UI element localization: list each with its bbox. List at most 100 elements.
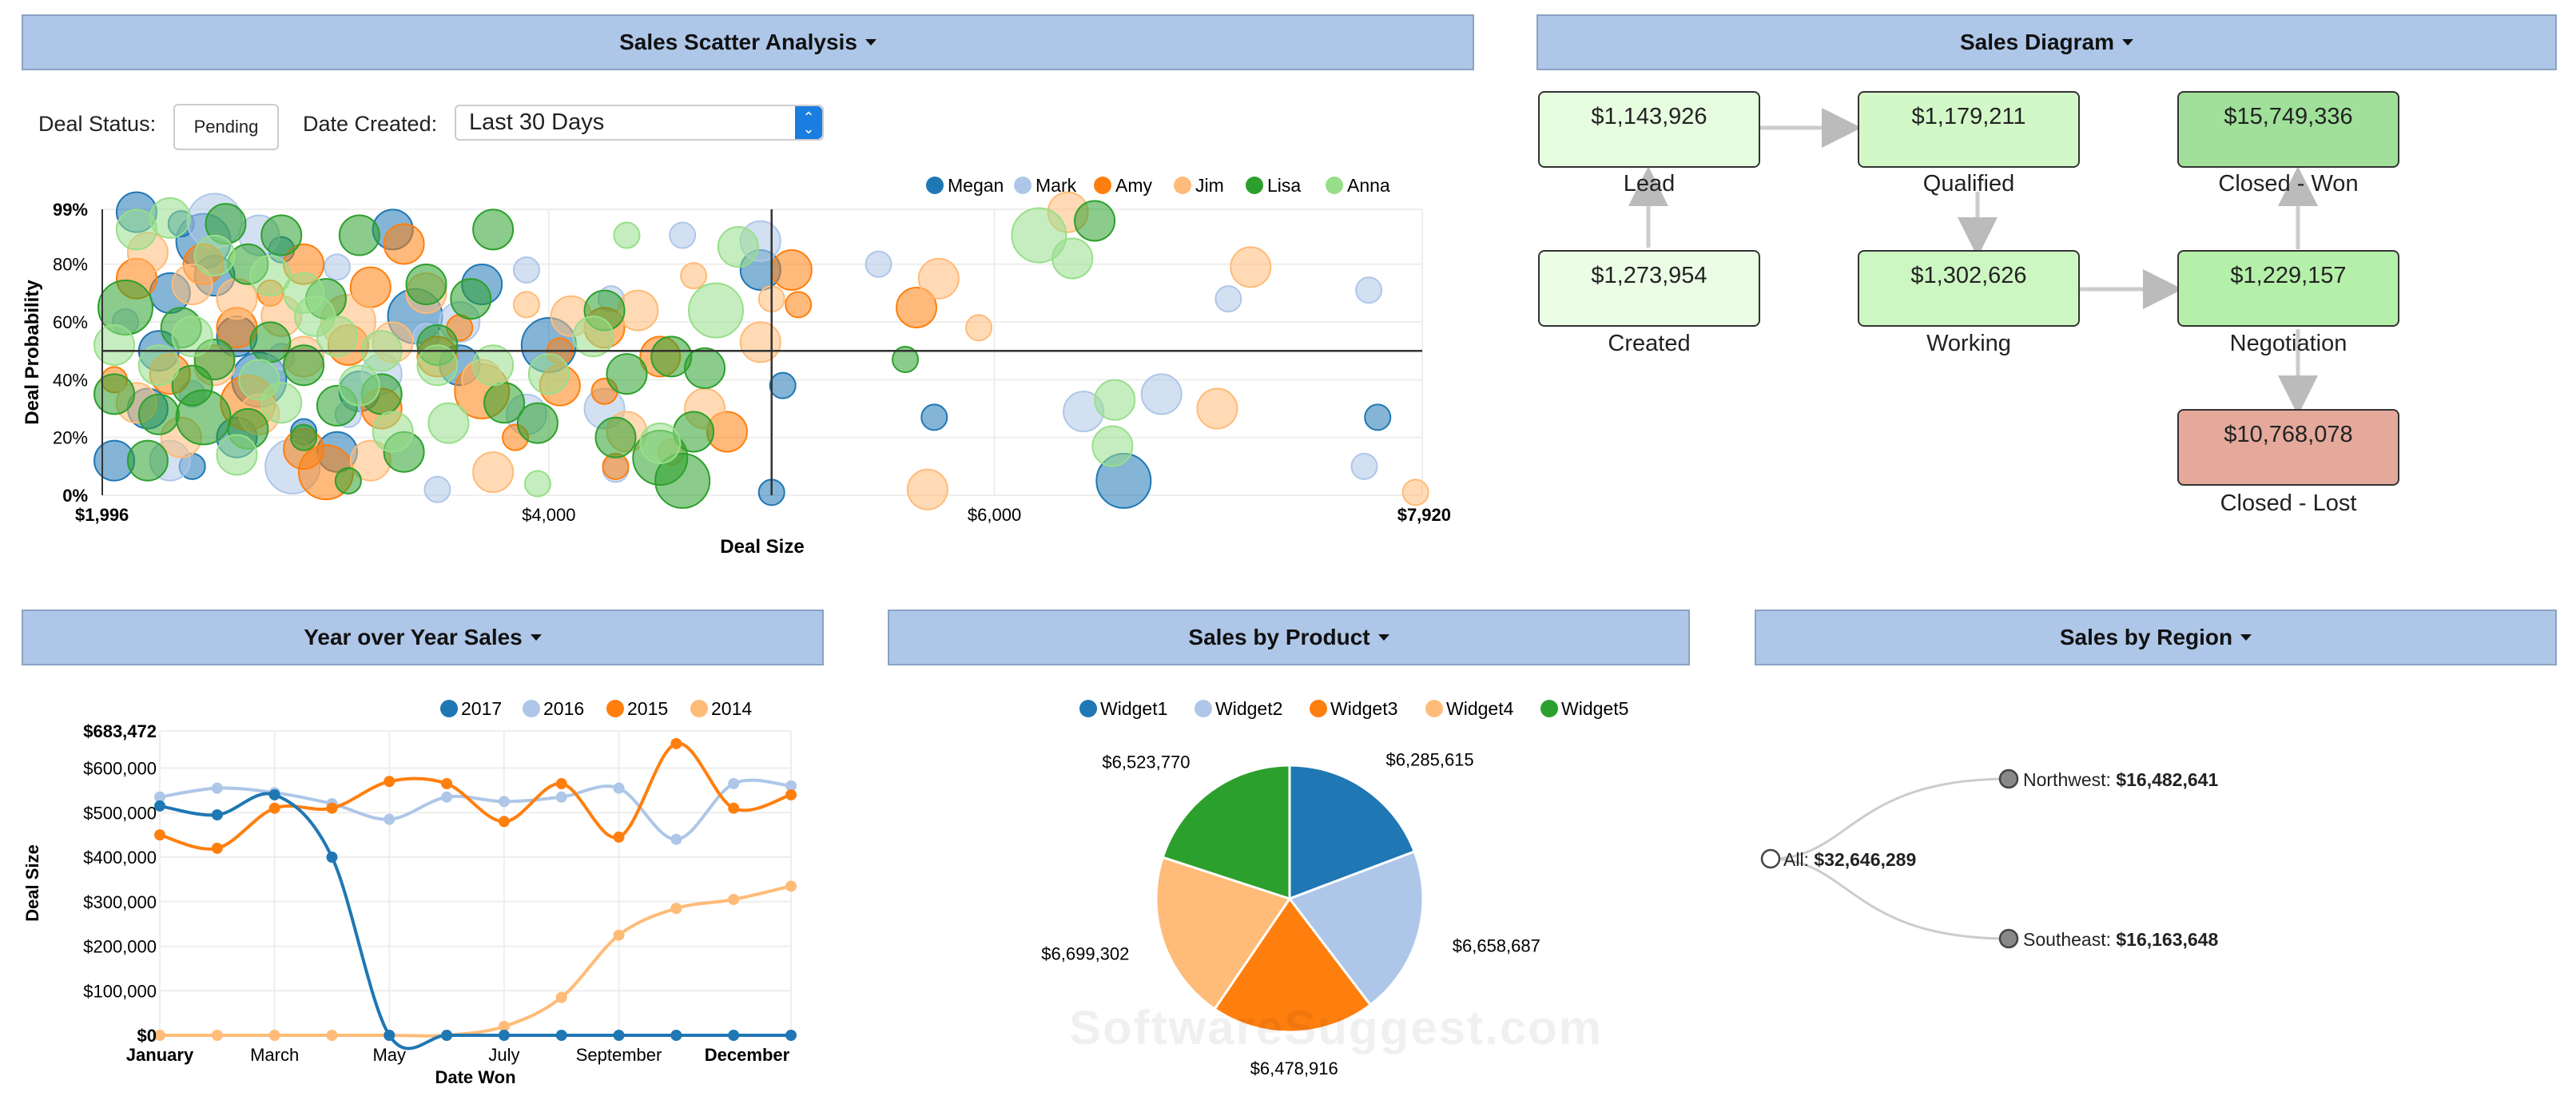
scatter-chart: 0% 20% 40% 60% 80% 99% $1,996 $4,000 $6,000 $7,92… [22, 175, 1451, 558]
yoy-point-2016 [211, 782, 223, 794]
legend-dot-widget5 [1540, 700, 1558, 717]
yoy-x-tick: May [372, 1045, 406, 1065]
scatter-point-mark [669, 221, 697, 249]
region-root-node[interactable] [1760, 848, 1781, 869]
node-working-value: $1,302,626 [1910, 263, 2027, 288]
scatter-point-megan [769, 371, 797, 399]
region-root-value: $32,646,289 [1814, 849, 1916, 870]
yoy-x-tick: January [126, 1045, 194, 1065]
scatter-point-anna [260, 382, 303, 424]
legend-label-mark: Mark [1036, 175, 1077, 196]
scatter-point-jim [1230, 246, 1272, 288]
legend-dot-widget1 [1079, 700, 1097, 717]
node-negotiation-value: $1,229,157 [2230, 263, 2347, 288]
node-negotiation[interactable]: $1,229,157 [2177, 250, 2399, 327]
legend-label-megan: Megan [948, 175, 1004, 196]
node-lost-label: Closed - Lost [2220, 490, 2357, 516]
scatter-point-anna [249, 255, 292, 297]
yoy-point-2014 [613, 929, 625, 941]
date-created-select[interactable]: Last 30 Days ⌃ ⌄ [455, 105, 824, 141]
scatter-point-lisa [654, 452, 711, 509]
pie-label-widget4: $6,699,302 [1041, 944, 1129, 964]
scatter-y-tick: 99% [53, 200, 88, 220]
node-lead[interactable]: $1,143,926 [1538, 91, 1760, 168]
scatter-point-lisa [516, 402, 559, 444]
product-panel-header[interactable]: Sales by Product [888, 610, 1690, 665]
scatter-point-anna [93, 324, 136, 366]
diagram-arrows [1628, 108, 2318, 415]
scatter-point-lisa [472, 208, 515, 251]
scatter-point-lisa [405, 264, 447, 306]
node-won-value: $15,749,336 [2224, 104, 2353, 129]
legend-label-widget2: Widget2 [1215, 698, 1282, 719]
scatter-title: Sales Scatter Analysis [619, 30, 857, 54]
yoy-y-tick: $100,000 [83, 981, 157, 1001]
yoy-point-2014 [326, 1030, 338, 1041]
node-won[interactable]: $15,749,336 [2177, 91, 2399, 168]
pie-label-widget5: $6,523,770 [1102, 752, 1190, 772]
scatter-point-lisa [290, 423, 318, 451]
yoy-x-tick: July [488, 1045, 519, 1065]
node-working[interactable]: $1,302,626 [1858, 250, 2080, 327]
scatter-point-lisa [283, 344, 325, 387]
legend-label-widget3: Widget3 [1330, 698, 1397, 719]
scatter-panel-header[interactable]: Sales Scatter Analysis [22, 14, 1474, 70]
node-working-label: Working [1926, 331, 2011, 356]
scatter-x-tick: $7,920 [1397, 505, 1451, 525]
scatter-point-anna [523, 470, 551, 498]
scatter-point-lisa [260, 214, 303, 256]
node-created[interactable]: $1,273,954 [1538, 250, 1760, 327]
region-link-northwest [1770, 777, 2010, 860]
yoy-point-2015 [613, 831, 625, 843]
legend-dot-lisa [1246, 177, 1263, 194]
yoy-point-2015 [498, 816, 510, 828]
yoy-point-2017 [498, 1030, 510, 1041]
yoy-y-tick: $300,000 [83, 892, 157, 912]
yoy-point-2014 [268, 1030, 280, 1041]
scatter-point-anna [193, 234, 236, 276]
pie-label-widget3: $6,478,916 [1250, 1058, 1338, 1078]
region-southeast-label-text: Southeast: [2023, 929, 2111, 950]
scatter-point-lisa [93, 373, 136, 415]
scatter-point-anna [1051, 237, 1094, 280]
scatter-point-amy [785, 291, 813, 319]
legend-dot-widget3 [1310, 700, 1327, 717]
scatter-point-anna [149, 197, 191, 239]
node-qualified-label: Qualified [1922, 171, 2015, 197]
scatter-point-mark [1355, 276, 1383, 304]
yoy-point-2016 [555, 791, 567, 803]
scatter-point-jim [512, 291, 540, 319]
region-southeast-node[interactable] [1998, 928, 2019, 949]
scatter-point-anna [572, 316, 614, 358]
legend-label-widget4: Widget4 [1446, 698, 1514, 719]
scatter-point-lisa [171, 364, 213, 407]
yoy-panel-header[interactable]: Year over Year Sales [22, 610, 824, 665]
diagram-panel-header[interactable]: Sales Diagram [1536, 14, 2557, 70]
product-title: Sales by Product [1188, 625, 1370, 649]
chevron-down-icon [1377, 634, 1389, 641]
scatter-point-lisa [334, 467, 362, 494]
yoy-point-2016 [441, 791, 453, 803]
scatter-point-megan [920, 403, 948, 431]
yoy-point-2015 [211, 842, 223, 854]
node-qualified[interactable]: $1,179,211 [1858, 91, 2080, 168]
pie-slice-widget1 [1288, 764, 1417, 901]
scatter-point-lisa [684, 347, 726, 389]
node-created-value: $1,273,954 [1591, 263, 1707, 288]
node-lost[interactable]: $10,768,078 [2177, 409, 2399, 486]
yoy-line-2016 [159, 778, 792, 841]
pie-label-widget1: $6,285,615 [1386, 750, 1474, 770]
yoy-point-2017 [728, 1030, 740, 1041]
scatter-point-amy [770, 248, 813, 291]
scatter-point-mark [512, 256, 540, 284]
legend-label-lisa: Lisa [1267, 175, 1301, 196]
scatter-point-anna [216, 434, 258, 476]
scatter-y-tick: 80% [53, 255, 88, 275]
scatter-point-anna [1011, 207, 1067, 264]
scatter-point-amy [895, 286, 937, 328]
scatter-point-anna [171, 316, 213, 358]
region-northwest-node[interactable] [1998, 768, 2019, 789]
deal-status-button[interactable]: Pending [173, 104, 279, 150]
region-panel-header[interactable]: Sales by Region [1755, 610, 2557, 665]
scatter-y-tick: 0% [62, 486, 88, 506]
